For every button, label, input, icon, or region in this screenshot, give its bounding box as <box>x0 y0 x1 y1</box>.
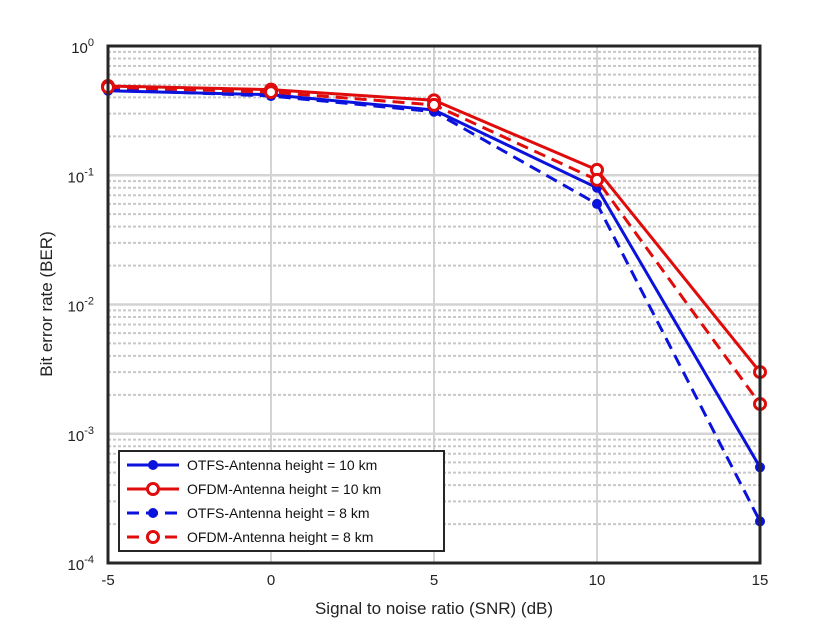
x-axis-label: Signal to noise ratio (SNR) (dB) <box>315 599 553 618</box>
data-point <box>264 85 278 100</box>
legend-marker <box>146 482 160 496</box>
legend-item: OTFS-Antenna height = 8 km <box>127 505 369 521</box>
legend-marker <box>148 508 158 518</box>
y-tick-label: 10-4 <box>68 554 94 574</box>
data-point <box>427 97 441 112</box>
x-tick-label: 15 <box>752 572 769 589</box>
y-tick-label: 10-3 <box>68 425 94 445</box>
y-tick-label: 10-1 <box>68 166 94 186</box>
legend-marker <box>148 460 158 470</box>
data-point <box>592 198 602 209</box>
y-tick-labels: 100 10-1 10-2 10-3 10-4 <box>68 37 94 574</box>
series-layer <box>101 79 767 527</box>
x-tick-label: -5 <box>101 572 114 589</box>
legend-box <box>118 450 445 552</box>
legend-label: OTFS-Antenna height = 10 km <box>187 457 377 473</box>
legend-label: OFDM-Antenna height = 10 km <box>187 481 381 497</box>
x-tick-label: 5 <box>430 572 438 589</box>
y-tick-label: 100 <box>71 37 94 57</box>
y-tick-label: 10-2 <box>68 296 94 316</box>
x-tick-label: 0 <box>267 572 275 589</box>
legend-item: OFDM-Antenna height = 8 km <box>127 529 373 545</box>
x-tick-labels: -5 0 5 10 15 <box>101 572 768 589</box>
legend-item: OFDM-Antenna height = 10 km <box>127 481 381 497</box>
legend-label: OFDM-Antenna height = 8 km <box>187 529 373 545</box>
legend: OTFS-Antenna height = 10 km OFDM-Antenna … <box>118 450 445 552</box>
y-axis-label: Bit error rate (BER) <box>37 231 56 376</box>
x-tick-label: 10 <box>589 572 606 589</box>
legend-marker <box>146 530 160 544</box>
data-point <box>590 172 604 187</box>
legend-item: OTFS-Antenna height = 10 km <box>127 457 377 473</box>
plot-frame <box>106 44 762 565</box>
legend-label: OTFS-Antenna height = 8 km <box>187 505 369 521</box>
